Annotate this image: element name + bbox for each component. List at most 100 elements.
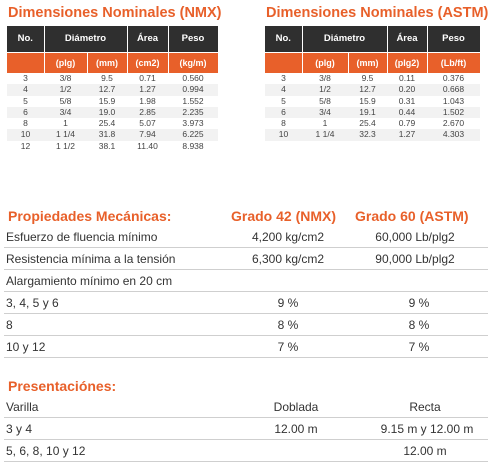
cell-number: 10 — [265, 129, 302, 141]
presentations-size-label: 5, 6, 8, 10 y 12 — [6, 444, 86, 458]
cell-weight: 1.043 — [442, 95, 465, 106]
presentations-bent-length: 12.00 m — [274, 422, 318, 436]
cell-area: 0.31 — [398, 95, 416, 106]
yield-strength-g42: 4,200 kg/cm2 — [251, 230, 325, 244]
cell-diameter-mm: 25.4 — [98, 118, 116, 129]
cell-number: 5 — [281, 95, 286, 106]
cell-diameter-plg: 1 1/2 — [56, 140, 75, 151]
cell-diameter-mm: 15.9 — [359, 95, 376, 106]
elongation-row-8: 8 8 % 8 % — [4, 314, 488, 336]
cell-diameter-plg: 5/8 — [319, 95, 331, 106]
cell-area: 0.20 — [387, 84, 427, 96]
astm-unit-lbft: (Lb/ft) — [427, 51, 481, 73]
cell-area: 11.40 — [137, 140, 158, 151]
nmx-unit-kgm: (kg/m) — [168, 51, 219, 73]
nmx-header-area: Área — [127, 26, 169, 52]
cell-weight: 8.938 — [182, 140, 204, 151]
tensile-strength-g42: 6,300 kg/cm2 — [251, 252, 325, 266]
cell-weight: 0.994 — [168, 84, 218, 96]
mechanical-properties-title: Propiedades Mecánicas: — [8, 208, 172, 224]
elongation-size-label: 8 — [6, 318, 13, 332]
elongation-g60: 8 % — [408, 318, 430, 332]
presentations-header-bent: Doblada — [273, 400, 319, 414]
presentations-row-3-4: 3 y 4 12.00 m 9.15 m y 12.00 m — [4, 418, 488, 440]
nmx-unit-cm2: (cm2) — [127, 51, 169, 73]
tensile-strength-g60: 90,000 Lb/plg2 — [375, 252, 455, 266]
astm-table-title: Dimensiones Nominales (ASTM) — [266, 5, 489, 21]
cell-diameter-mm: 15.9 — [98, 95, 116, 106]
grade-42-heading: Grado 42 (NMX) — [231, 208, 337, 224]
presentations-header-straight: Recta — [409, 400, 441, 414]
table-row: 4 1/2 12.7 1.27 0.994 — [7, 84, 218, 96]
table-row: 3 3/8 9.5 0.11 0.376 — [265, 73, 480, 84]
cell-diameter-mm: 32.3 — [348, 129, 387, 141]
table-row: 6 3/4 19.1 0.44 1.502 — [265, 106, 480, 119]
presentations-row-5-12: 5, 6, 8, 10 y 12 12.00 m — [4, 440, 488, 462]
presentations-title: Presentaciónes: — [8, 378, 117, 394]
cell-diameter-plg: 5/8 — [59, 95, 72, 106]
nmx-header-weight: Peso — [168, 26, 219, 52]
cell-area: 7.94 — [127, 129, 168, 141]
table-row: 3 3/8 9.5 0.71 0.560 — [7, 73, 218, 84]
cell-number: 4 — [7, 84, 44, 96]
cell-weight: 2.235 — [168, 106, 218, 119]
cell-diameter-plg: 1 1/4 — [44, 129, 87, 141]
cell-diameter-plg: 3/4 — [302, 106, 348, 119]
cell-weight: 6.225 — [168, 129, 218, 141]
elongation-row-3-6: 3, 4, 5 y 6 9 % 9 % — [4, 292, 488, 314]
cell-number: 6 — [7, 106, 44, 119]
cell-number: 3 — [281, 73, 286, 83]
nmx-unit-plg: (plg) — [44, 51, 88, 73]
astm-header-diameter: Diámetro — [302, 26, 388, 52]
cell-number: 12 — [20, 140, 31, 151]
cell-diameter-plg: 1 1/4 — [302, 129, 348, 141]
cell-diameter-mm: 19.0 — [87, 106, 127, 119]
table-row: 8 1 25.4 0.79 2.670 — [265, 118, 480, 129]
cell-diameter-plg: 1/2 — [44, 84, 87, 96]
table-row: 5 5/8 15.9 1.98 1.552 — [7, 96, 218, 107]
elongation-label: Alargamiento mínimo en 20 cm — [6, 274, 173, 288]
cell-diameter-mm: 9.5 — [361, 73, 374, 83]
cell-diameter-plg: 3/8 — [319, 73, 331, 83]
cell-diameter-plg: 1 — [322, 118, 328, 129]
cell-weight: 1.552 — [182, 95, 204, 106]
tensile-strength-label: Resistencia mínima a la tensión — [6, 252, 176, 266]
astm-header-weight: Peso — [427, 26, 481, 52]
cell-diameter-mm: 38.1 — [98, 140, 116, 151]
cell-diameter-mm: 12.7 — [348, 84, 387, 96]
cell-weight: 0.560 — [182, 73, 204, 83]
presentations-size-label: 3 y 4 — [6, 422, 33, 436]
cell-diameter-plg: 3/4 — [44, 106, 87, 119]
cell-area: 0.71 — [139, 73, 156, 83]
astm-unit-plg: (plg) — [302, 51, 349, 73]
yield-strength-label: Esfuerzo de fluencia mínimo — [6, 230, 158, 244]
cell-area: 0.44 — [387, 106, 427, 119]
elongation-row-10-12: 10 y 12 7 % 7 % — [4, 336, 488, 358]
cell-number: 5 — [23, 95, 28, 106]
presentations-header-row: Varilla Doblada Recta — [4, 396, 488, 418]
cell-area: 5.07 — [139, 118, 156, 129]
cell-diameter-plg: 1/2 — [302, 84, 348, 96]
table-row: 10 1 1/4 31.8 7.94 6.225 — [7, 129, 218, 141]
cell-number: 8 — [23, 118, 28, 129]
yield-strength-row: Esfuerzo de fluencia mínimo 4,200 kg/cm2… — [4, 226, 488, 248]
nmx-header-diameter: Diámetro — [44, 26, 128, 52]
elongation-g42: 8 % — [277, 318, 299, 332]
table-row: 4 1/2 12.7 0.20 0.668 — [265, 84, 480, 96]
cell-number: 8 — [281, 118, 286, 129]
cell-diameter-mm: 19.1 — [348, 106, 387, 119]
cell-diameter-mm: 9.5 — [101, 73, 113, 83]
elongation-row: Alargamiento mínimo en 20 cm — [4, 270, 488, 292]
cell-weight: 0.668 — [427, 84, 480, 96]
elongation-g42: 7 % — [277, 340, 299, 354]
yield-strength-g60: 60,000 Lb/plg2 — [375, 230, 455, 244]
astm-unit-mm: (mm) — [348, 51, 388, 73]
presentations-straight-length: 12.00 m — [403, 444, 447, 458]
table-row: 10 1 1/4 32.3 1.27 4.303 — [265, 129, 480, 141]
nmx-dimensions-table: No. Diámetro Área Peso (plg) (mm) (cm2) … — [7, 26, 219, 152]
cell-diameter-mm: 25.4 — [359, 118, 376, 129]
astm-unit-blank — [265, 51, 303, 73]
elongation-g60: 9 % — [408, 296, 430, 310]
cell-diameter-mm: 31.8 — [87, 129, 127, 141]
cell-weight: 4.303 — [427, 129, 480, 141]
